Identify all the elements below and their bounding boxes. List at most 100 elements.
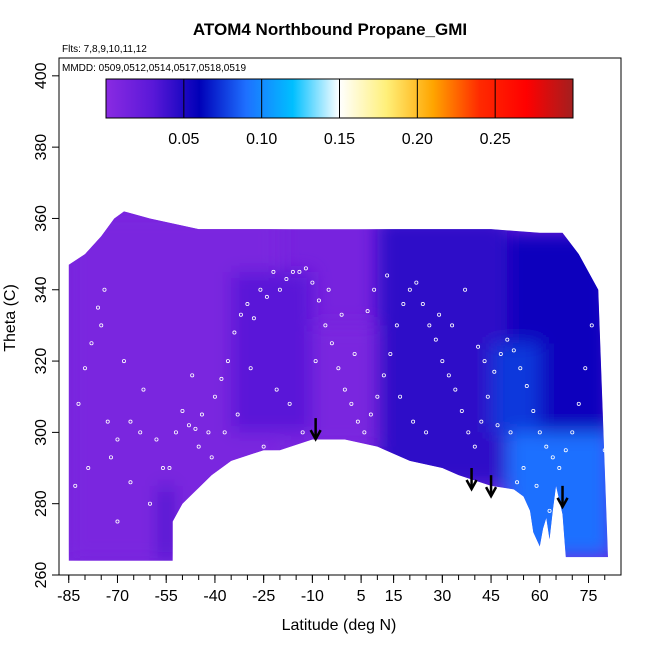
sample-point — [563, 448, 568, 453]
sample-point — [505, 337, 510, 342]
y-tick-label: 260 — [33, 562, 50, 589]
sample-point — [82, 366, 87, 371]
sample-point — [534, 483, 539, 488]
sample-point — [86, 466, 91, 471]
sample-point — [440, 359, 445, 364]
sample-point — [459, 408, 464, 413]
sample-point — [128, 480, 133, 485]
sample-point — [355, 419, 360, 424]
sample-point — [450, 323, 455, 328]
y-tick-label: 400 — [33, 62, 50, 89]
field-region — [159, 485, 173, 561]
sample-point — [508, 430, 513, 435]
sample-point — [95, 305, 100, 310]
sample-point — [115, 437, 120, 442]
sample-point — [394, 323, 399, 328]
sample-point — [599, 244, 604, 249]
flight-arrow — [556, 485, 569, 510]
sample-point — [154, 437, 159, 442]
sample-point — [466, 430, 471, 435]
sample-point — [264, 294, 269, 299]
sample-point — [372, 287, 377, 292]
sample-point — [297, 269, 302, 274]
sample-point — [290, 269, 295, 274]
sample-point — [261, 444, 266, 449]
x-tick-label: -85 — [57, 588, 80, 605]
y-tick-label: 300 — [33, 419, 50, 446]
sample-point — [277, 287, 282, 292]
sample-point — [238, 312, 243, 317]
sample-point — [73, 483, 78, 488]
sample-point — [76, 401, 81, 406]
flights-subtitle: Flts: 7,8,9,10,11,12 — [62, 44, 147, 55]
sample-point — [128, 419, 133, 424]
sample-point — [495, 423, 500, 428]
sample-point — [589, 323, 594, 328]
sample-point — [362, 430, 367, 435]
sample-point — [115, 519, 120, 524]
plot-frame — [58, 57, 622, 576]
sample-point — [472, 444, 477, 449]
sample-point — [482, 359, 487, 364]
sample-point — [190, 373, 195, 378]
sample-point — [225, 359, 230, 364]
sample-point — [411, 419, 416, 424]
sample-point — [427, 323, 432, 328]
sample-point — [121, 359, 126, 364]
x-tick-label: -55 — [155, 588, 178, 605]
sample-point — [258, 287, 263, 292]
x-tick-label: 60 — [531, 588, 549, 605]
colorbar: 0.05 0.10 0.15 0.20 0.25 — [105, 78, 574, 148]
sample-point — [141, 387, 146, 392]
sample-point — [180, 408, 185, 413]
sample-point — [602, 448, 607, 453]
sample-point — [375, 394, 380, 399]
sample-point — [274, 387, 279, 392]
colorbar-tick-label: 0.25 — [480, 131, 511, 148]
sample-point — [401, 302, 406, 307]
sample-point — [437, 312, 442, 317]
sample-point — [138, 430, 143, 435]
sample-point — [329, 341, 334, 346]
sample-point — [300, 430, 305, 435]
sample-point — [222, 430, 227, 435]
x-tick-label: -10 — [301, 588, 324, 605]
sample-point — [199, 412, 204, 417]
colorbar-tick-label: 0.15 — [324, 131, 355, 148]
sample-point — [316, 298, 321, 303]
x-tick-label: 30 — [433, 588, 451, 605]
sample-point — [235, 412, 240, 417]
sample-point — [105, 419, 110, 424]
sample-point — [342, 387, 347, 392]
sample-point — [102, 287, 107, 292]
sample-point — [492, 369, 497, 374]
sample-point — [147, 501, 152, 506]
sample-point — [557, 466, 562, 471]
y-tick-label: 340 — [33, 276, 50, 303]
field-region — [507, 432, 609, 558]
sample-point — [248, 366, 253, 371]
sample-point — [420, 302, 425, 307]
flight-arrow — [309, 418, 322, 442]
x-tick-label: 5 — [357, 588, 366, 605]
dates-subtitle: MMDD: 0509,0512,0514,0517,0518,0519 — [62, 63, 246, 74]
sample-point — [398, 394, 403, 399]
sample-point — [212, 394, 217, 399]
sample-point — [339, 312, 344, 317]
sample-point — [476, 344, 481, 349]
sample-point — [606, 483, 611, 488]
sample-point — [388, 351, 393, 356]
y-tick-label: 360 — [33, 205, 50, 232]
sample-point — [323, 323, 328, 328]
sample-point — [407, 287, 412, 292]
sample-point — [524, 384, 529, 389]
sample-point — [583, 366, 588, 371]
x-tick-label: -25 — [252, 588, 275, 605]
chart-title: ATOM4 Northbound Propane_GMI — [193, 20, 467, 39]
sample-point — [251, 316, 256, 321]
sample-point — [99, 323, 104, 328]
y-tick-label: 380 — [33, 134, 50, 161]
sample-point — [303, 266, 308, 271]
concentration-field — [68, 211, 609, 561]
sample-point — [167, 466, 172, 471]
